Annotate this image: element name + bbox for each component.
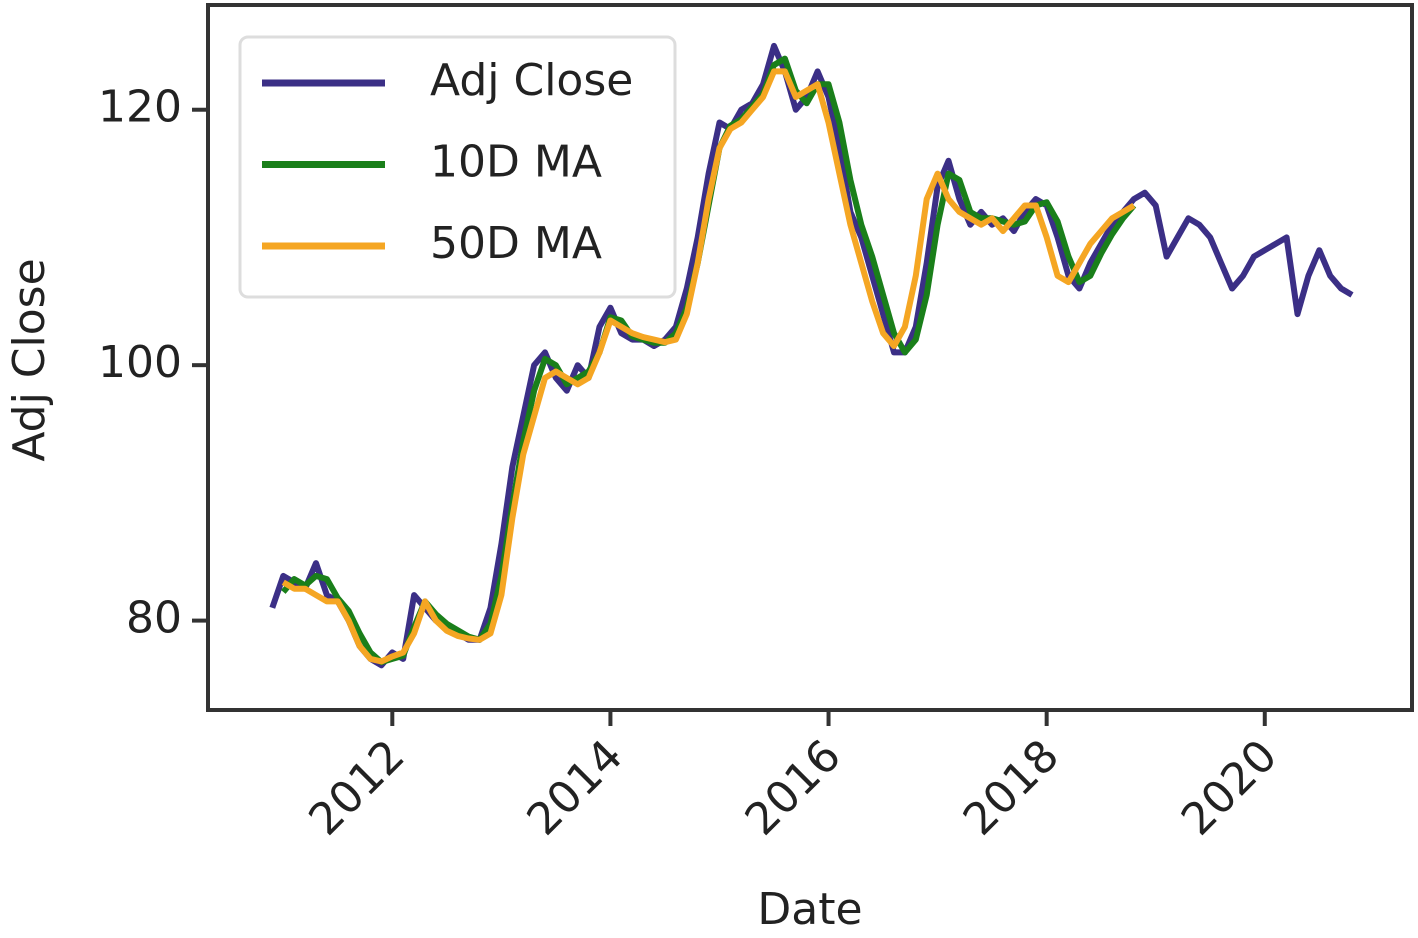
series-line	[281, 68, 1136, 665]
x-axis-label: Date	[757, 884, 862, 935]
y-axis-label: Adj Close	[4, 258, 55, 461]
legend-box	[238, 35, 677, 299]
x-tick-label: 2014	[517, 730, 632, 845]
x-tick-label: 2020	[1172, 730, 1287, 845]
legend-label: 50D MA	[430, 218, 602, 269]
y-tick-label: 80	[126, 593, 182, 644]
legend-label: Adj Close	[430, 55, 633, 106]
y-tick-label: 120	[98, 82, 182, 133]
x-tick-label: 2018	[954, 730, 1069, 845]
y-tick-label: 100	[98, 337, 182, 388]
x-tick-label: 2016	[736, 730, 851, 845]
x-tick-label: 2012	[299, 730, 414, 845]
plot-frame	[206, 3, 1414, 712]
legend-label: 10D MA	[430, 137, 602, 188]
